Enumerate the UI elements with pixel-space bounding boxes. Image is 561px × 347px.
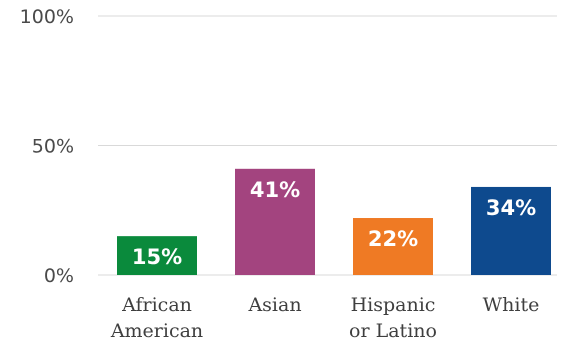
category-label-2: Hispanic xyxy=(351,294,436,316)
data-label-2: 22% xyxy=(368,227,418,251)
category-label-0: African xyxy=(121,294,192,316)
y-tick-label: 0% xyxy=(44,265,74,287)
y-tick-label: 100% xyxy=(20,6,74,28)
category-label-3: White xyxy=(483,294,540,316)
category-label-1: Asian xyxy=(247,294,301,316)
data-label-0: 15% xyxy=(132,245,182,269)
x-axis-categories: African American Asian Hispanic or Latino Whi… xyxy=(110,294,540,342)
data-label-1: 41% xyxy=(250,178,300,202)
y-tick-label: 50% xyxy=(32,136,74,158)
y-axis-ticks: 0% 50% 100% xyxy=(20,6,74,287)
category-label-2: or Latino xyxy=(349,320,437,342)
category-label-0: American xyxy=(110,320,203,342)
data-label-3: 34% xyxy=(486,196,536,220)
